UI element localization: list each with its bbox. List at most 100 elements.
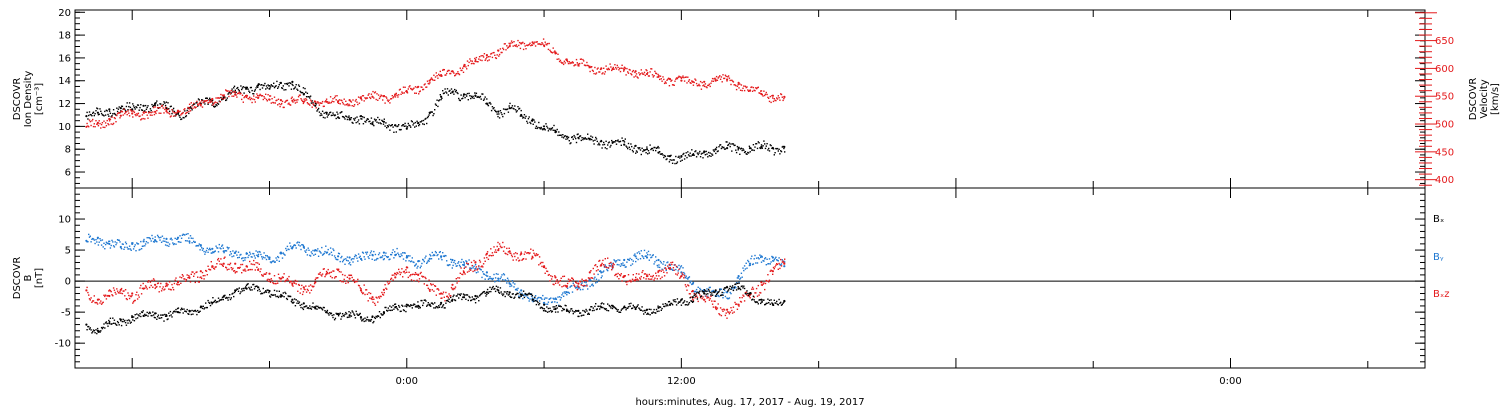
bz-series-dot — [755, 292, 757, 294]
by-series-dot — [509, 285, 511, 288]
bx-series-dot — [418, 307, 420, 309]
bz-series-dot — [609, 265, 611, 267]
bx-series-dot — [768, 302, 770, 304]
bz-series-dot — [170, 289, 172, 291]
by-series-dot — [595, 278, 598, 280]
bx-series-dot — [731, 286, 733, 289]
density-series-dot — [598, 142, 600, 144]
bx-series-point — [245, 287, 248, 290]
velocity-series-dot — [492, 52, 494, 54]
bx-series-dot — [109, 317, 112, 319]
bx-series-dot — [554, 306, 556, 308]
bx-series-dot — [268, 291, 270, 294]
bx-series-dot — [484, 292, 486, 295]
bz-series-dot — [672, 267, 675, 269]
bz-series-dot — [404, 272, 406, 274]
bz-series-dot — [607, 267, 610, 269]
density-series-dot — [729, 145, 731, 148]
bx-series-dot — [507, 294, 510, 296]
by-series-dot — [139, 248, 141, 251]
density-series-dot — [413, 122, 415, 124]
velocity-series-point — [600, 67, 603, 70]
velocity-series-dot — [592, 70, 594, 72]
bz-series-dot — [614, 274, 616, 277]
velocity-series-dot — [175, 114, 177, 117]
bx-series-dot — [330, 312, 333, 314]
by-series-dot — [724, 295, 727, 298]
bz-series-dot — [273, 282, 275, 285]
density-series-dot — [382, 123, 385, 125]
bx-series-dot — [420, 299, 422, 302]
velocity-series-dot — [456, 72, 458, 75]
density-series-dot — [746, 153, 748, 155]
bz-series-dot — [759, 291, 761, 294]
bz-series-dot — [541, 265, 543, 268]
velocity-series-dot — [679, 76, 681, 78]
bz-series-dot — [437, 288, 439, 290]
bz-series-dot — [623, 276, 625, 279]
density-series-dot — [274, 85, 276, 88]
density-series-dot — [454, 91, 457, 93]
density-series-dot — [472, 95, 474, 98]
bz-series-dot — [188, 274, 190, 277]
density-series-dot — [682, 153, 684, 156]
density-series-dot — [494, 109, 496, 111]
by-series-dot — [200, 245, 202, 247]
bx-series-dot — [278, 290, 280, 292]
by-series-dot — [517, 287, 519, 290]
bz-series-dot — [120, 287, 123, 290]
by-series-dot — [776, 259, 779, 262]
bx-series-dot — [201, 305, 203, 308]
bx-series-dot — [406, 306, 408, 308]
bz-series-dot — [505, 253, 507, 255]
bz-series-dot — [526, 252, 528, 254]
bx-series-dot — [636, 305, 638, 307]
by-series-dot — [420, 265, 422, 267]
bx-series-dot — [264, 291, 266, 293]
bx-series-dot — [607, 310, 610, 312]
bz-series-point — [199, 270, 202, 273]
bx-series-dot — [290, 300, 293, 303]
bx-series-dot — [430, 305, 432, 307]
density-series-dot — [233, 85, 236, 87]
bz-series-dot — [500, 246, 502, 249]
bz-series-dot — [497, 241, 499, 244]
velocity-series-dot — [721, 81, 723, 83]
by-series-dot — [174, 237, 176, 240]
bx-series-dot — [593, 309, 595, 312]
velocity-series-dot — [411, 89, 413, 91]
by-series-point — [771, 256, 775, 259]
density-series-dot — [611, 139, 613, 142]
bx-series-dot — [237, 288, 239, 290]
density-series-dot — [228, 92, 230, 94]
by-series-dot — [164, 244, 167, 246]
velocity-series-dot — [486, 56, 488, 59]
density-series-dot — [173, 110, 176, 113]
density-series-dot — [684, 155, 687, 157]
by-series-dot — [657, 266, 659, 268]
bz-series-dot — [537, 253, 539, 256]
density-series-dot — [716, 150, 719, 153]
by-series-dot — [760, 256, 762, 259]
density-series-dot — [449, 89, 451, 92]
velocity-series-point — [657, 75, 660, 78]
bz-series-dot — [735, 303, 737, 305]
bx-series-dot — [152, 311, 154, 313]
bx-series-dot — [142, 310, 144, 312]
density-series-dot — [319, 114, 321, 117]
bx-series-dot — [760, 302, 762, 305]
bx-series-dot — [189, 310, 192, 312]
bz-series-dot — [96, 303, 99, 305]
by-series-dot — [751, 255, 753, 257]
bz-series-dot — [667, 267, 670, 270]
velocity-series-dot — [623, 66, 626, 68]
bx-series-dot — [379, 316, 381, 319]
bz-series-dot — [766, 280, 768, 282]
density-series-dot — [293, 88, 295, 90]
by-series-dot — [337, 252, 340, 254]
bz-series-dot — [708, 299, 711, 301]
bz-series-dot — [376, 297, 378, 299]
by-series-dot — [136, 243, 139, 245]
by-series-dot — [320, 252, 322, 254]
by-series-dot — [89, 235, 91, 237]
